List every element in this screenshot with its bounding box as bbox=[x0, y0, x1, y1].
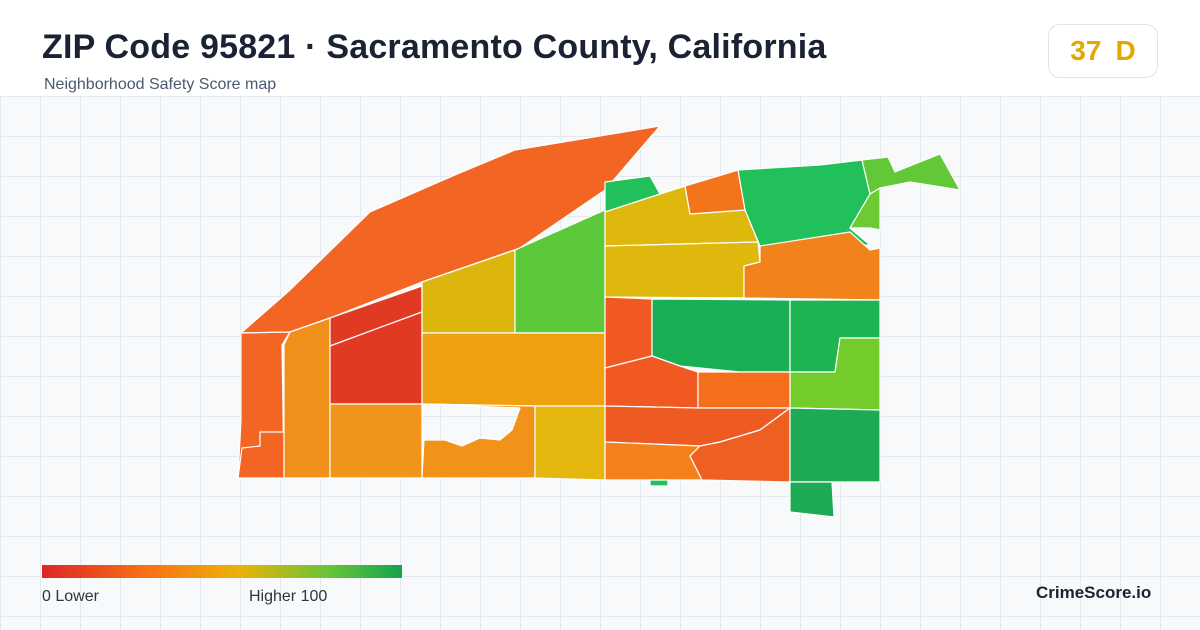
map-region-ne-orange-small[interactable] bbox=[684, 169, 746, 215]
map-region-ne-lime[interactable] bbox=[849, 187, 881, 231]
map-region-se-green[interactable] bbox=[789, 407, 881, 483]
page-title: ZIP Code 95821 · Sacramento County, Cali… bbox=[42, 28, 827, 66]
map-region-ne-yellow-2[interactable] bbox=[604, 241, 761, 299]
map-region-mid-green[interactable] bbox=[651, 298, 791, 373]
map-region-mid-orange-row-2[interactable] bbox=[697, 371, 791, 409]
brand-logo-text[interactable]: CrimeScore.io bbox=[1036, 583, 1152, 602]
header-band bbox=[0, 0, 1200, 96]
score-grade: D bbox=[1115, 35, 1136, 66]
map-region-center-orange[interactable] bbox=[421, 332, 606, 407]
map-region-west-col-2[interactable] bbox=[283, 317, 331, 479]
page-subtitle: Neighborhood Safety Score map bbox=[44, 76, 277, 93]
map-region-south-yellow[interactable] bbox=[534, 405, 606, 481]
safety-score-badge: 37 D bbox=[1048, 24, 1158, 78]
legend-color-bar bbox=[42, 565, 402, 578]
map-region-se-green-2[interactable] bbox=[789, 481, 835, 518]
map-region-south-orange-2[interactable] bbox=[604, 441, 703, 481]
map-region-tiny-green[interactable] bbox=[649, 479, 669, 487]
legend-low-label: 0 Lower bbox=[42, 588, 99, 605]
legend-high-label: Higher 100 bbox=[249, 588, 328, 605]
map-region-ne-lime-small[interactable] bbox=[861, 153, 961, 195]
map-region-south-col-1[interactable] bbox=[329, 403, 423, 479]
map-region-south-col-2[interactable] bbox=[421, 403, 536, 479]
score-value: 37 bbox=[1070, 35, 1102, 66]
